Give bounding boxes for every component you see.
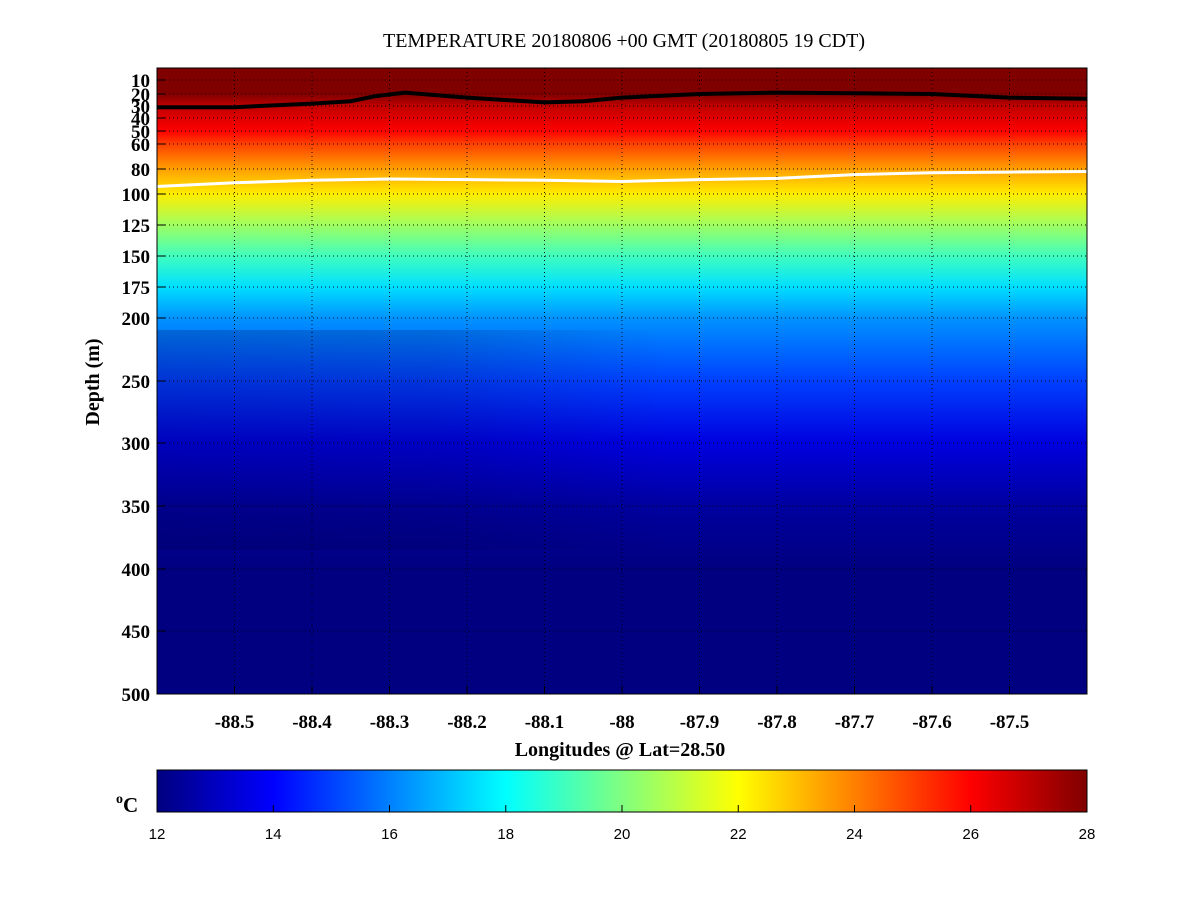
y-tick-label: 125	[122, 216, 151, 237]
y-tick-label: 100	[122, 185, 151, 206]
colorbar-tick-label: 18	[497, 826, 514, 843]
grid-lines	[157, 68, 1087, 695]
x-tick-label: -88.4	[292, 712, 332, 733]
x-tick-label: -87.6	[912, 712, 952, 733]
colorbar-tick-label: 12	[149, 826, 166, 843]
y-axis-label: Depth (m)	[82, 338, 104, 425]
white-contour-line	[156, 170, 1088, 188]
colorbar-tick-label: 20	[614, 826, 631, 843]
colorbar-tick-label: 16	[381, 826, 398, 843]
y-tick-label: 450	[122, 622, 151, 643]
x-tick-label: -87.9	[680, 712, 720, 733]
y-tick-label: 300	[122, 434, 151, 455]
chart-title: TEMPERATURE 20180806 +00 GMT (20180805 1…	[383, 30, 865, 52]
y-tick-label: 30	[131, 97, 150, 118]
y-tick-label: 500	[122, 685, 151, 706]
colorbar-tick-label: 26	[962, 826, 979, 843]
x-tick-label: -88.1	[525, 712, 565, 733]
x-tick-label: -87.8	[757, 712, 797, 733]
y-tick-label: 60	[131, 135, 150, 156]
colorbar-unit-label: oC	[116, 792, 138, 817]
y-tick-label: 175	[122, 278, 151, 299]
y-tick-label: 350	[122, 497, 151, 518]
black-contour-line	[157, 90, 1088, 110]
contour-lines	[156, 90, 1088, 188]
x-tick-label: -88.3	[370, 712, 410, 733]
x-axis-label: Longitudes @ Lat=28.50	[515, 739, 726, 761]
colorbar-tick-label: 28	[1079, 826, 1096, 843]
x-tick-label: -87.7	[835, 712, 875, 733]
y-tick-label: 10	[131, 71, 150, 92]
colorbar-tick-label: 24	[846, 826, 863, 843]
y-tick-label: 40	[131, 109, 150, 130]
x-tick-label: -88.5	[215, 712, 255, 733]
x-tick-label: -88.2	[447, 712, 487, 733]
y-tick-label: 250	[122, 372, 151, 393]
unit-degree-symbol: o	[116, 792, 123, 807]
unit-letter: C	[123, 793, 138, 817]
colorbar-ticks: 12 14 16 18 20 22 24 26 28	[149, 805, 1096, 843]
colorbar-tick-label: 22	[730, 826, 747, 843]
y-tick-label: 80	[131, 160, 150, 181]
colorbar-tick-label: 14	[265, 826, 282, 843]
y-tick-label: 20	[131, 85, 150, 106]
x-axis-ticks: -88.5 -88.4 -88.3 -88.2 -88.1 -88 -87.9 -87.8 -8…	[215, 686, 1030, 733]
x-tick-label: -88	[609, 712, 634, 733]
y-tick-label: 200	[122, 309, 151, 330]
x-tick-label: -87.5	[990, 712, 1030, 733]
y-tick-label: 150	[122, 247, 151, 268]
y-tick-label: 50	[131, 122, 150, 143]
colorbar	[156, 769, 1088, 813]
y-tick-label: 400	[122, 560, 151, 581]
